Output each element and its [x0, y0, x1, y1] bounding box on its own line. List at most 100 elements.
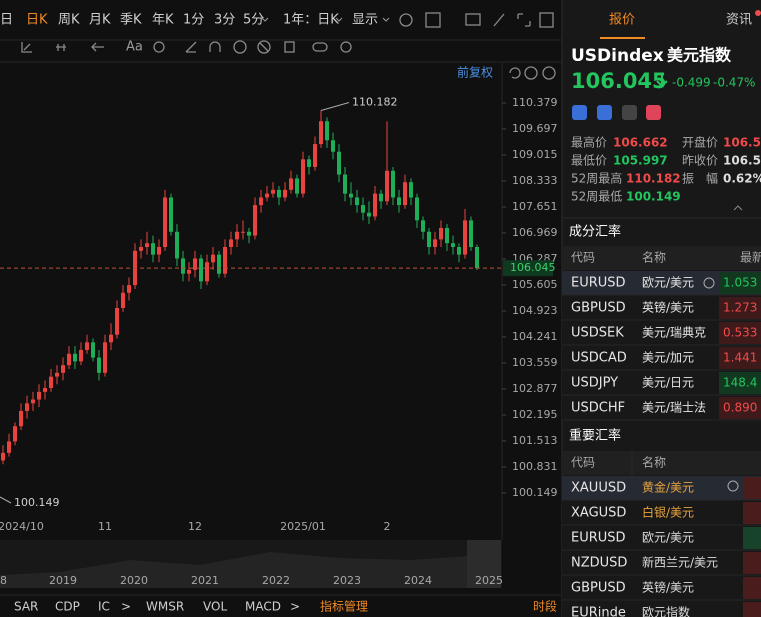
view-tools[interactable] — [399, 12, 556, 80]
candle-body — [367, 212, 371, 217]
candle-body — [211, 254, 215, 263]
annotation-leader — [0, 496, 12, 504]
candle-body — [235, 231, 239, 240]
candle-body — [31, 399, 35, 404]
overview-year: 2021 — [191, 574, 219, 587]
drawing-tools[interactable] — [21, 40, 352, 54]
candle-body — [349, 193, 353, 198]
candle-body — [229, 239, 233, 248]
candle-body — [169, 197, 173, 232]
period-tab[interactable]: 季K — [120, 13, 142, 28]
name: 英镑/美元 — [642, 580, 694, 595]
value-cell — [743, 602, 761, 617]
code: EURUSD — [571, 276, 626, 291]
y-tick-label: 105.605 — [512, 278, 558, 291]
code: USDCAD — [571, 351, 627, 366]
last-price-tag — [503, 260, 553, 277]
candle-body — [289, 178, 293, 190]
candle-body — [181, 258, 185, 274]
candle-body — [121, 292, 125, 309]
indicator[interactable]: CDP — [55, 600, 80, 614]
candle-body — [157, 247, 161, 255]
down-arrow — [656, 75, 668, 88]
stat-value: 106.54 — [723, 154, 761, 168]
code: NZDUSD — [571, 556, 627, 571]
candle-body — [337, 151, 341, 175]
value-cell — [719, 272, 761, 294]
row-bg[interactable] — [562, 601, 761, 617]
code: XAGUSD — [571, 506, 626, 521]
row-bg[interactable] — [562, 526, 761, 550]
overview-area — [0, 552, 500, 588]
candle-body — [331, 140, 335, 152]
indicator[interactable]: > — [121, 600, 131, 614]
overview-window[interactable] — [467, 540, 501, 588]
candle-body — [427, 231, 431, 248]
collapse[interactable] — [733, 205, 743, 211]
candle-body — [253, 205, 257, 236]
code: XAUUSD — [571, 481, 626, 496]
period-tab[interactable]: 月K — [89, 13, 111, 28]
row-bg[interactable] — [562, 576, 761, 600]
row-bg[interactable] — [562, 476, 761, 500]
period-tab[interactable]: 5分 — [243, 13, 264, 28]
candle-body — [49, 376, 53, 389]
x-tick-label: 12 — [188, 520, 202, 533]
x-tick-label: 2 — [384, 520, 391, 533]
candle-body — [247, 231, 251, 236]
candle-body — [193, 258, 197, 270]
adjust[interactable]: 前复权 — [457, 65, 493, 80]
candle-body — [439, 227, 443, 240]
period-tab[interactable]: 日 — [0, 13, 13, 28]
name: 欧元指数 — [642, 605, 690, 617]
symbol-name: 美元指数 — [667, 46, 732, 65]
watch-icon[interactable] — [703, 277, 715, 289]
candle-body — [403, 182, 407, 206]
table-header: 名称 — [642, 250, 666, 265]
period-tab[interactable]: 日K — [26, 13, 48, 28]
code: EURinde — [571, 606, 626, 617]
period-tab[interactable]: 显示 — [352, 13, 378, 28]
period-tab[interactable]: 3分 — [214, 13, 235, 28]
change: -0.499 — [672, 76, 711, 90]
indicator[interactable]: SAR — [14, 600, 38, 614]
candle-body — [295, 178, 299, 194]
candle-body — [307, 159, 311, 167]
tool[interactable]: Aa — [126, 40, 143, 55]
indicator[interactable]: 指标管理 — [320, 599, 368, 614]
name: 美元/日元 — [642, 376, 694, 390]
watch-icon[interactable] — [727, 480, 739, 492]
row-bg[interactable] — [562, 501, 761, 525]
period-tab[interactable]: 1年：日K — [283, 13, 339, 28]
dropdown-caret — [382, 17, 390, 22]
candle-body — [187, 269, 191, 274]
period-tab[interactable]: 1分 — [183, 13, 204, 28]
candle-body — [145, 243, 149, 248]
chart-bg — [0, 0, 562, 617]
candle-body — [25, 403, 29, 411]
tab[interactable]: 报价 — [609, 13, 635, 28]
indicator[interactable]: > — [290, 600, 300, 614]
badges[interactable] — [572, 105, 661, 120]
value: 1.441 — [723, 351, 757, 365]
annotation-leader — [320, 101, 350, 111]
code: USDSEK — [571, 326, 624, 341]
period-tab[interactable]: 年K — [152, 13, 174, 28]
table-header-bg — [562, 246, 761, 270]
tab[interactable]: 资讯 — [726, 13, 752, 28]
name: 欧元/美元 — [642, 531, 694, 545]
indicator[interactable]: WMSR — [146, 600, 184, 614]
overview-year: 2022 — [262, 574, 290, 587]
value-cell — [719, 297, 761, 319]
session[interactable]: 时段 — [533, 599, 557, 614]
period-tab[interactable]: 周K — [58, 13, 80, 28]
y-tick-label: 100.149 — [512, 486, 558, 499]
value-cell — [743, 502, 761, 524]
indicator[interactable]: MACD — [245, 600, 281, 614]
indicator[interactable]: IC — [98, 600, 110, 614]
candle-body — [301, 159, 305, 194]
section-title: 成分汇率 — [569, 224, 621, 240]
stat-label: 昨收价 — [682, 154, 718, 168]
indicator[interactable]: VOL — [203, 600, 227, 614]
row-bg[interactable] — [562, 551, 761, 575]
